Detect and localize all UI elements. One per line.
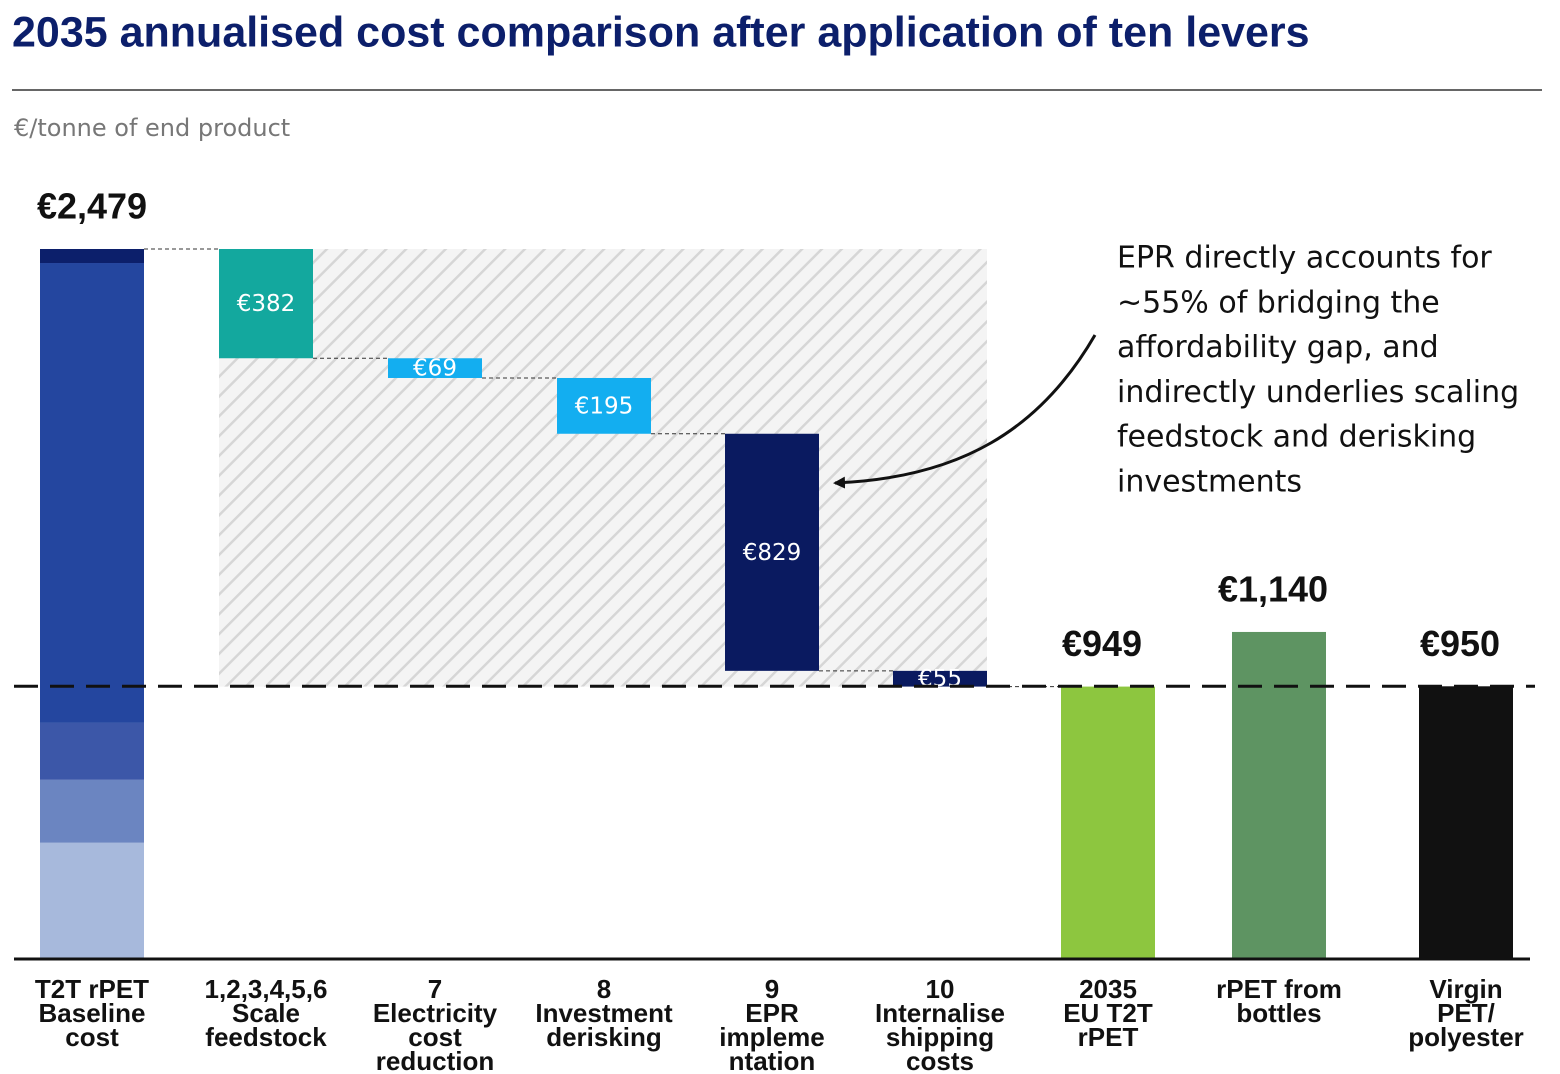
bar-segment (40, 842, 144, 958)
value-label: €382 (237, 291, 296, 317)
value-label: €55 (918, 666, 962, 692)
gap-region (219, 249, 987, 687)
bar-segment (40, 779, 144, 843)
value-label: €1,140 (1218, 568, 1328, 609)
bar-segment (40, 263, 144, 723)
bar (557, 377, 651, 434)
annotation-arrow (833, 334, 1097, 489)
x-tick-label: 1,2,3,4,5,6 (205, 974, 328, 1004)
bar-segment (40, 249, 144, 264)
x-tick-label: PET/ (1437, 998, 1495, 1028)
x-tick-label: cost (408, 1022, 462, 1052)
value-label: €2,479 (37, 186, 147, 227)
x-tick-label: 9 (765, 974, 779, 1004)
bar (388, 358, 482, 378)
x-tick-label: feedstock (205, 1022, 327, 1052)
x-tick-label: Virgin (1429, 974, 1502, 1004)
x-tick-label: bottles (1236, 998, 1321, 1028)
x-tick-label: 2035 (1079, 974, 1137, 1004)
x-tick-label: Baseline (39, 998, 146, 1028)
x-tick-label: costs (906, 1046, 974, 1074)
bar (1061, 686, 1155, 958)
x-tick-label: 10 (926, 974, 955, 1004)
x-tick-label: Internalise (875, 998, 1005, 1028)
value-label: €829 (743, 540, 802, 566)
bar-segment (40, 722, 144, 780)
annotation: feedstock and derisking (1117, 420, 1476, 455)
x-tick-label: Scale (232, 998, 300, 1028)
value-label: €949 (1062, 623, 1142, 664)
x-tick-label: rPET (1078, 1022, 1139, 1052)
x-tick-label: EPR (745, 998, 799, 1028)
bar (893, 670, 987, 687)
bar (1232, 631, 1326, 958)
bar (1419, 686, 1513, 958)
chart-title: 2035 annualised cost comparison after ap… (12, 8, 1310, 56)
x-tick-label: rPET from (1216, 974, 1342, 1004)
x-tick-label: cost (65, 1022, 119, 1052)
x-tick-label: 8 (597, 974, 611, 1004)
x-tick-label: reduction (376, 1046, 494, 1074)
x-tick-label: polyester (1408, 1022, 1524, 1052)
x-tick-label: Investment (535, 998, 673, 1028)
annotation: investments (1117, 465, 1302, 500)
annotation: ~55% of bridging the (1117, 285, 1440, 320)
annotation: affordability gap, and (1117, 330, 1439, 365)
bar (725, 433, 819, 671)
x-tick-label: impleme (719, 1022, 825, 1052)
bar (219, 249, 313, 359)
value-label: €69 (413, 356, 457, 382)
value-label: €950 (1420, 623, 1500, 664)
x-tick-label: 7 (428, 974, 442, 1004)
x-tick-label: T2T rPET (35, 974, 149, 1004)
x-tick-label: EU T2T (1063, 998, 1153, 1028)
subtitle: €/tonne of end product (14, 114, 290, 142)
annotation: indirectly underlies scaling (1117, 375, 1519, 410)
x-tick-label: Electricity (373, 998, 498, 1028)
x-tick-label: shipping (886, 1022, 994, 1052)
annotation: EPR directly accounts for (1117, 241, 1492, 276)
x-tick-label: derisking (546, 1022, 662, 1052)
x-tick-label: ntation (729, 1046, 816, 1074)
value-label: €195 (575, 393, 634, 419)
